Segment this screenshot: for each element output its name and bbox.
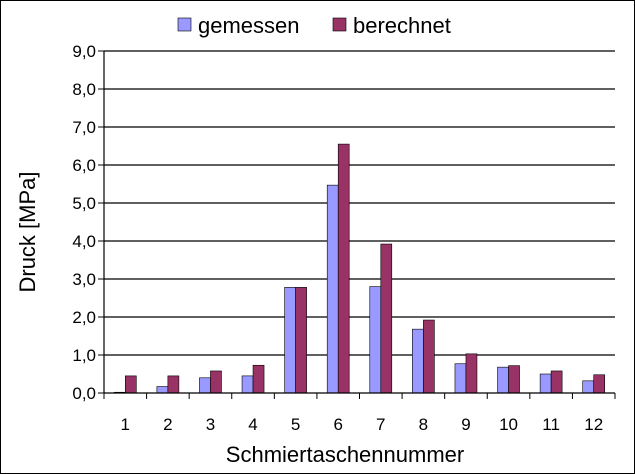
x-tick-label: 5 <box>291 415 300 434</box>
bar-berechnet-2 <box>167 375 180 394</box>
legend-label-gemessen: gemessen <box>198 13 300 38</box>
y-tick-label: 6,0 <box>72 156 96 175</box>
bar-gemessen-11 <box>539 373 552 394</box>
bar-berechnet-4 <box>252 364 265 394</box>
bar-gemessen-7 <box>369 286 382 394</box>
bar-berechnet-5 <box>295 287 307 394</box>
y-axis-title: Druck [MPa] <box>15 171 40 292</box>
y-tick-label: 2,0 <box>72 308 96 327</box>
bar-berechnet-9 <box>465 353 478 394</box>
bars <box>113 143 606 394</box>
y-tick-label: 1,0 <box>72 346 96 365</box>
y-tick-label: 0,0 <box>72 384 96 403</box>
y-tick-label: 8,0 <box>72 80 96 99</box>
y-tick-label: 4,0 <box>72 232 96 251</box>
bar-gemessen-3 <box>199 377 211 394</box>
y-tick-label: 5,0 <box>72 194 96 213</box>
bar-berechnet-6 <box>337 143 350 394</box>
bar-gemessen-4 <box>241 375 254 394</box>
y-tick-label: 3,0 <box>72 270 96 289</box>
bar-gemessen-12 <box>582 380 595 394</box>
bar-gemessen-10 <box>497 366 509 394</box>
x-tick-label: 2 <box>163 415 172 434</box>
bar-berechnet-10 <box>508 365 520 394</box>
axes <box>103 51 616 399</box>
legend-swatch-gemessen <box>177 17 192 32</box>
bar-gemessen-5 <box>284 287 296 394</box>
y-tick-labels: 0,0 1,0 2,0 3,0 4,0 5,0 6,0 7,0 8,0 9,0 <box>72 42 96 403</box>
bar-berechnet-11 <box>550 370 563 394</box>
legend-label-berechnet: berechnet <box>353 13 451 38</box>
x-tick-label: 3 <box>206 415 215 434</box>
bar-gemessen-9 <box>454 363 467 394</box>
y-tick-label: 7,0 <box>72 118 96 137</box>
x-tick-label: 4 <box>248 415 257 434</box>
legend-swatch-berechnet <box>332 17 347 32</box>
x-tick-label: 1 <box>121 415 130 434</box>
bar-gemessen-6 <box>326 184 339 394</box>
bar-gemessen-2 <box>156 386 169 394</box>
x-tick-label: 6 <box>333 415 342 434</box>
legend: gemessen berechnet <box>177 13 451 38</box>
bar-berechnet-3 <box>210 370 222 394</box>
gridlines <box>98 50 615 394</box>
bar-berechnet-8 <box>423 319 435 394</box>
x-tick-labels: 1 2 3 4 5 6 7 8 9 10 11 12 <box>121 415 604 434</box>
bar-berechnet-7 <box>380 243 393 394</box>
x-tick-label: 12 <box>584 415 603 434</box>
bar-berechnet-12 <box>593 374 606 394</box>
x-axis-title: Schmiertaschennummer <box>226 442 464 467</box>
x-tick-label: 7 <box>376 415 385 434</box>
x-tick-label: 11 <box>542 415 560 434</box>
bar-berechnet-1 <box>124 375 137 394</box>
bar-gemessen-8 <box>412 328 424 394</box>
y-tick-label: 9,0 <box>72 42 96 61</box>
x-tick-label: 10 <box>499 415 518 434</box>
x-tick-label: 9 <box>461 415 470 434</box>
x-tick-label: 8 <box>419 415 428 434</box>
